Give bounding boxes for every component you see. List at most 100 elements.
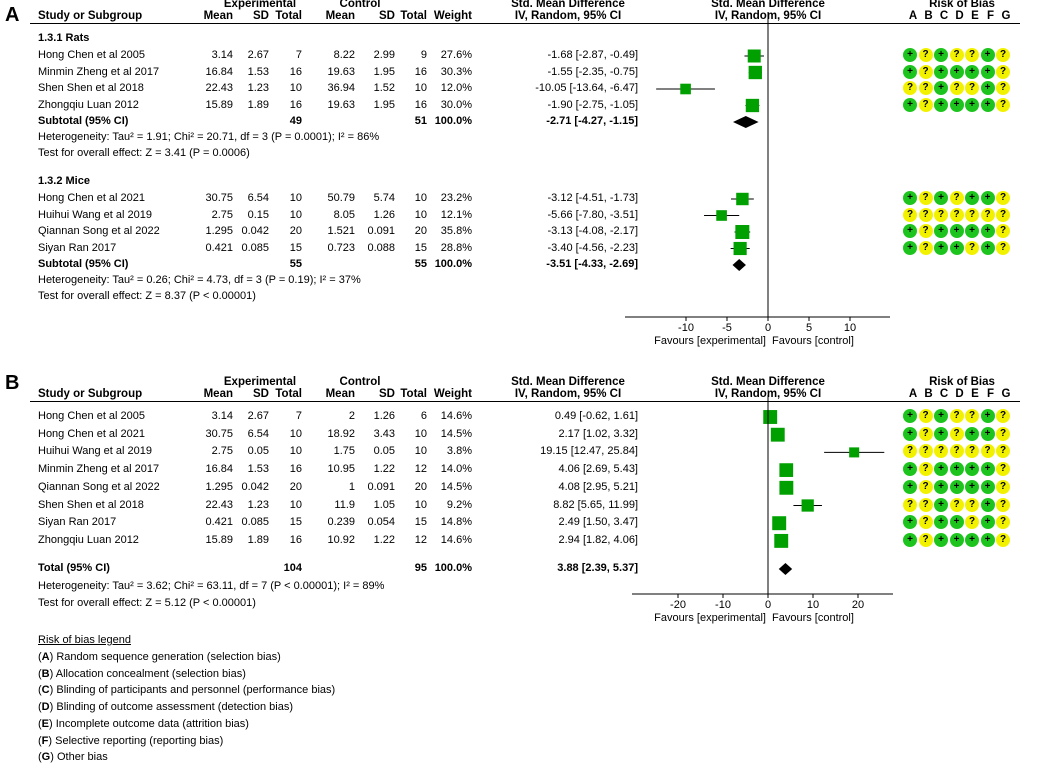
legend-text: Allocation concealment (selection bias) [55, 667, 246, 680]
rob-letter-header: D [955, 388, 964, 400]
unclear-risk-icon: ? [949, 207, 964, 222]
heterogeneity-text: Heterogeneity: Tau² = 0.26; Chi² = 4.73,… [38, 274, 361, 286]
overall-effect-text: Test for overall effect: Z = 8.37 (P < 0… [38, 290, 256, 302]
exp-total: 10 [289, 498, 302, 511]
smd-sub-header: IV, Random, 95% CI [514, 10, 622, 22]
study-name: Huihui Wang et al 2019 [38, 445, 152, 458]
legend-key: B [41, 667, 50, 680]
ctl-mean: 0.239 [327, 516, 355, 529]
exp-total: 10 [289, 192, 302, 204]
ctl-sd: 0.05 [373, 445, 395, 458]
ctl-mean-header: Mean [325, 10, 355, 22]
ctl-sd: 0.054 [367, 516, 395, 529]
low-risk-icon: + [934, 426, 948, 441]
low-risk-icon: + [934, 97, 948, 112]
paren: ( [38, 717, 42, 730]
study-column-header: Study or Subgroup [38, 388, 143, 400]
smd-ci-value: 0.49 [-0.62, 1.61] [554, 410, 638, 422]
smd-header: Std. Mean Difference [511, 376, 625, 388]
smd-header: Std. Mean Difference [511, 0, 625, 10]
unclear-risk-icon: ? [918, 409, 933, 423]
exp-sd: 6.54 [247, 427, 269, 440]
unclear-risk-icon: ? [996, 97, 1010, 112]
x-tick-label: 5 [805, 322, 813, 334]
exp-sd-header: SD [253, 388, 269, 400]
rob-legend-title: Risk of bias legend [38, 634, 131, 646]
ctl-sd: 0.091 [367, 225, 395, 237]
low-risk-icon: + [980, 532, 995, 547]
weight-value: 14.5% [440, 480, 472, 493]
subtotal-ctl-total: 55 [414, 258, 427, 270]
low-risk-icon: + [934, 462, 948, 477]
exp-sd: 0.15 [247, 208, 269, 221]
weight-value: 14.5% [440, 427, 472, 440]
ctl-mean-header: Mean [325, 388, 355, 400]
exp-sd: 2.67 [247, 410, 269, 422]
exp-sd: 2.67 [247, 49, 269, 61]
exp-total: 10 [289, 208, 302, 221]
ctl-total: 9 [420, 49, 427, 61]
unclear-risk-icon: ? [934, 444, 948, 459]
paren: ) [49, 667, 56, 680]
rob-legend-item: (A) Random sequence generation (selectio… [38, 651, 281, 664]
weight-header: Weight [433, 10, 472, 22]
study-name: Siyan Ran 2017 [38, 516, 117, 529]
panel-a-label: A [5, 4, 20, 26]
legend-text: Random sequence generation (selection bi… [56, 651, 281, 663]
low-risk-icon: + [949, 532, 964, 547]
unclear-risk-icon: ? [903, 207, 917, 222]
low-risk-icon: + [965, 64, 979, 79]
low-risk-icon: + [903, 97, 917, 112]
paren: ( [38, 701, 42, 714]
exp-mean: 22.43 [205, 82, 233, 94]
effect-marker [774, 533, 789, 548]
ctl-sd: 1.52 [373, 82, 395, 94]
rob-legend-item: (G) Other bias [38, 751, 108, 764]
effect-marker [763, 410, 778, 424]
weight-value: 35.8% [440, 225, 472, 237]
legend-key: A [41, 651, 50, 663]
effect-marker [735, 225, 750, 239]
smd-ci-value: -1.68 [-2.87, -0.49] [547, 49, 639, 61]
ctl-mean: 50.79 [327, 192, 355, 204]
smd-ci-value: 19.15 [12.47, 25.84] [540, 445, 638, 458]
exp-total: 16 [289, 65, 302, 78]
subtotal-weight: 100.0% [434, 115, 472, 127]
smd-ci-value: -10.05 [-13.64, -6.47] [535, 82, 638, 94]
low-risk-icon: + [949, 515, 964, 530]
legend-text: Incomplete outcome data (attrition bias) [55, 717, 249, 730]
study-name: Minmin Zheng et al 2017 [38, 65, 160, 78]
rob-letter-header: G [1001, 10, 1011, 22]
rob-letter-header: A [908, 10, 918, 22]
ctl-total: 10 [414, 192, 427, 204]
pooled-diamond [732, 116, 759, 128]
exp-total: 10 [289, 82, 302, 94]
rob-letter-header: F [986, 388, 995, 400]
legend-key: G [41, 751, 51, 764]
ctl-mean: 1.75 [333, 445, 355, 458]
weight-value: 14.6% [440, 410, 472, 422]
effect-marker [801, 499, 814, 512]
low-risk-icon: + [980, 97, 995, 112]
low-risk-icon: + [903, 224, 917, 238]
low-risk-icon: + [965, 426, 979, 441]
rob-legend-item: (D) Blinding of outcome assessment (dete… [38, 701, 293, 714]
low-risk-icon: + [903, 515, 917, 530]
unclear-risk-icon: ? [918, 207, 933, 222]
exp-total: 20 [289, 480, 302, 493]
unclear-risk-icon: ? [965, 81, 979, 95]
ctl-sd-header: SD [379, 388, 395, 400]
low-risk-icon: + [949, 224, 964, 238]
paren: ) [48, 734, 56, 747]
total-ci: 3.88 [2.39, 5.37] [557, 562, 638, 574]
low-risk-icon: + [949, 64, 964, 79]
subtotal-ci: -3.51 [-4.33, -2.69] [546, 258, 638, 270]
study-name: Qiannan Song et al 2022 [38, 480, 160, 493]
subtotal-weight: 100.0% [434, 258, 472, 270]
low-risk-icon: + [980, 48, 995, 62]
unclear-risk-icon: ? [918, 444, 933, 459]
rob-letter-header: F [986, 10, 995, 22]
weight-value: 12.1% [440, 208, 472, 221]
exp-mean-header: Mean [203, 388, 233, 400]
